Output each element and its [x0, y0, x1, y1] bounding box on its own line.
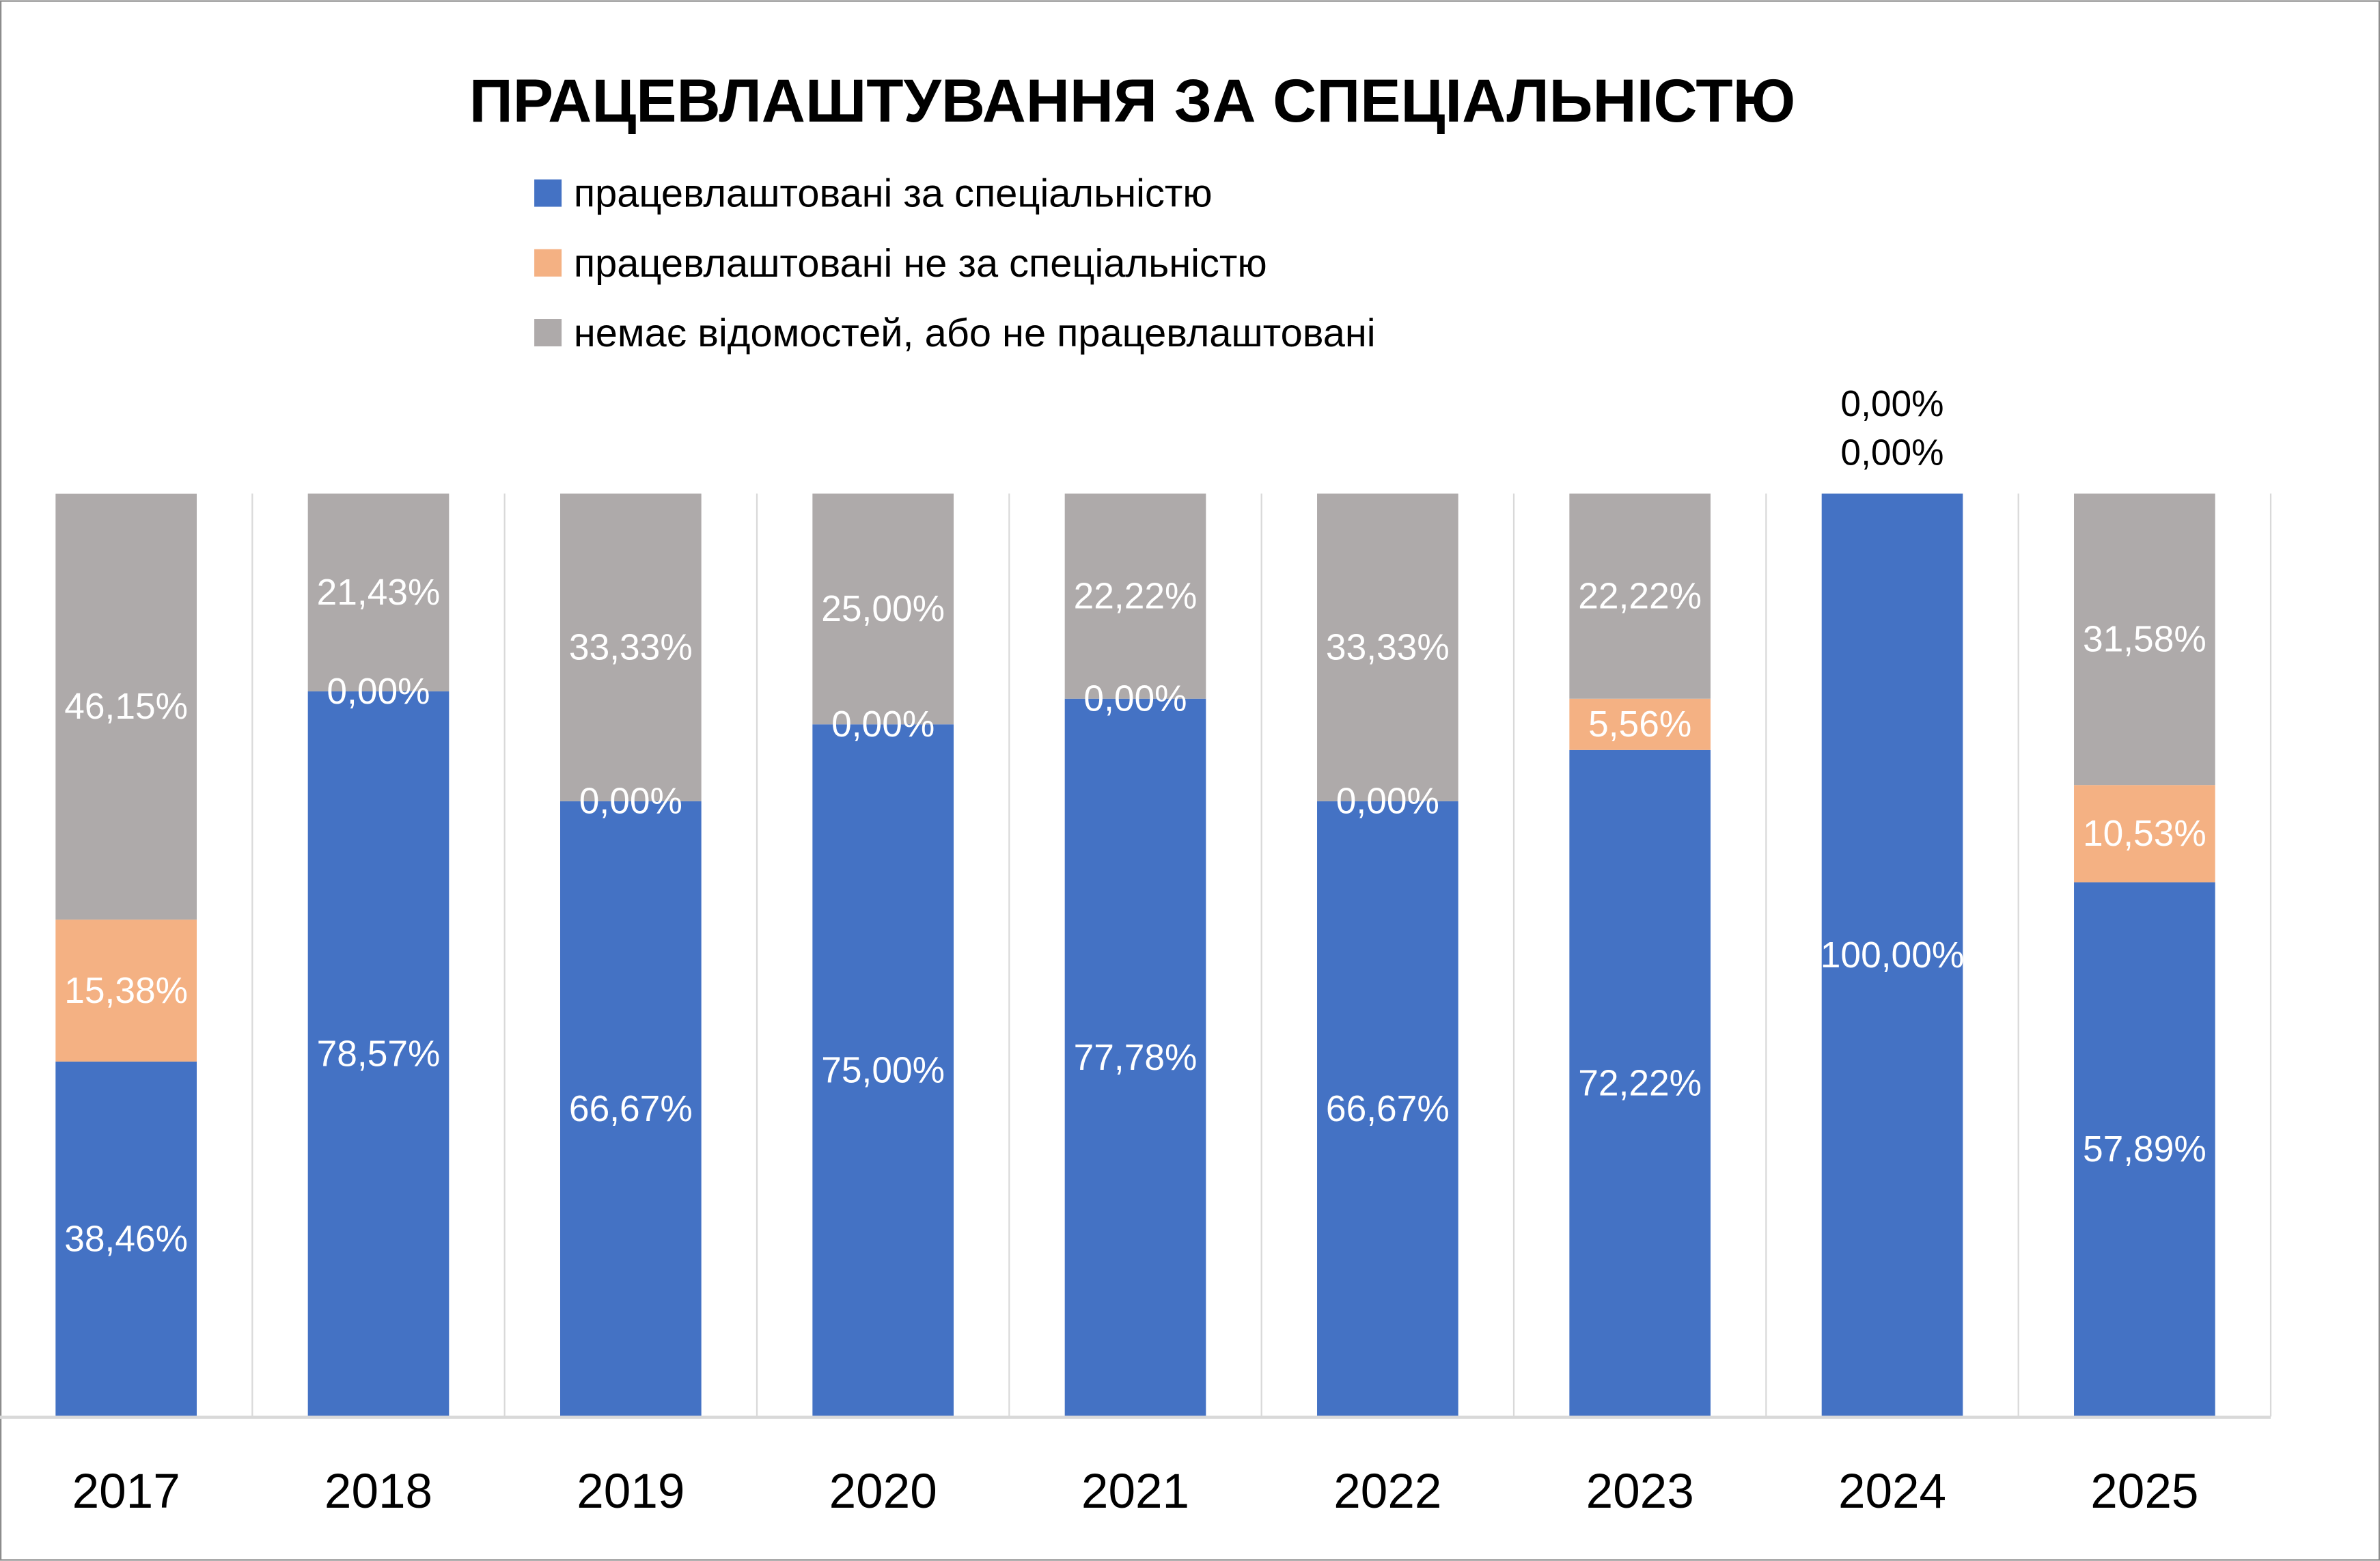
data-label: 78,57% [317, 1034, 441, 1075]
x-tick-label: 2018 [324, 1465, 432, 1519]
data-label: 0,00% [579, 782, 682, 822]
data-label: 66,67% [569, 1089, 693, 1129]
legend-swatch-2 [534, 319, 562, 347]
x-tick-label: 2020 [829, 1465, 937, 1519]
bar-segment-0 [307, 691, 449, 1417]
x-tick-label: 2023 [1586, 1465, 1694, 1519]
bar-segment-2 [1317, 493, 1458, 801]
data-label: 22,22% [1074, 576, 1198, 616]
bar-segment-0 [812, 724, 954, 1417]
data-label: 57,89% [2083, 1129, 2206, 1170]
bar-segment-0 [1569, 749, 1711, 1417]
legend-swatch-1 [534, 249, 562, 277]
data-label: 72,22% [1578, 1063, 1702, 1103]
chart-title: ПРАЦЕВЛАШТУВАННЯ ЗА СПЕЦІАЛЬНІСТЮ [469, 67, 1795, 135]
data-label: 38,46% [64, 1219, 188, 1259]
x-tick-label: 2017 [72, 1465, 180, 1519]
data-label: 31,58% [2083, 620, 2206, 660]
data-label: 10,53% [2083, 814, 2206, 854]
data-label: 0,00% [327, 672, 430, 712]
bar-segment-0 [560, 801, 702, 1417]
bar-segment-2 [812, 493, 954, 725]
x-tick-label: 2021 [1081, 1465, 1189, 1519]
gridlines [251, 493, 2272, 1417]
data-label: 0,00% [1336, 782, 1439, 822]
legend-label-0: працевлаштовані за спеціальністю [574, 172, 1213, 216]
legend: працевлаштовані за спеціальністю працевла… [534, 172, 1376, 355]
bars [55, 493, 2215, 1417]
bar-segment-2 [307, 493, 449, 692]
bar-segment-2 [2074, 493, 2215, 786]
data-label: 0,00% [1840, 432, 1943, 473]
data-label: 0,00% [1840, 384, 1943, 424]
data-label: 0,00% [1083, 679, 1187, 719]
bar-segment-0 [1317, 801, 1458, 1417]
data-label: 77,78% [1074, 1038, 1198, 1078]
data-label: 15,38% [64, 971, 188, 1011]
bar-segment-2 [560, 493, 702, 801]
data-label: 21,43% [317, 572, 441, 613]
bar-segment-0 [1064, 698, 1206, 1417]
data-label: 100,00% [1821, 935, 1964, 976]
data-labels: 38,46% 15,38% 46,15% 78,57% 0,00% 21,43% 66,67… [64, 384, 2206, 1259]
bar-segment-1 [55, 920, 197, 1062]
data-label: 5,56% [1588, 704, 1691, 745]
data-label: 0,00% [831, 704, 935, 745]
bar-segment-0 [55, 1061, 197, 1417]
bar-segment-0 [2074, 882, 2215, 1417]
data-label: 75,00% [821, 1051, 945, 1091]
data-label: 33,33% [1326, 627, 1450, 667]
data-label: 25,00% [821, 589, 945, 629]
bar-segment-1 [2074, 785, 2215, 883]
bar-segment-1 [1569, 698, 1711, 750]
x-tick-label: 2022 [1333, 1465, 1441, 1519]
data-label: 46,15% [64, 687, 188, 727]
legend-swatch-0 [534, 179, 562, 207]
bar-segment-0 [1821, 493, 1963, 1417]
legend-label-2: немає відомостей, або не працевлаштовані [574, 312, 1376, 355]
x-tick-label: 2019 [577, 1465, 684, 1519]
data-label: 66,67% [1326, 1089, 1450, 1129]
data-label: 33,33% [569, 627, 693, 667]
bar-segment-2 [1064, 493, 1206, 699]
data-label: 22,22% [1578, 576, 1702, 616]
x-axis: 2017 2018 2019 2020 2021 2022 2023 2024 2025 [0, 1415, 2271, 1519]
legend-label-1: працевлаштовані не за спеціальністю [574, 242, 1267, 286]
x-tick-label: 2024 [1838, 1465, 1946, 1519]
bar-segment-2 [55, 493, 197, 920]
bar-segment-2 [1569, 493, 1711, 699]
x-tick-label: 2025 [2090, 1465, 2198, 1519]
